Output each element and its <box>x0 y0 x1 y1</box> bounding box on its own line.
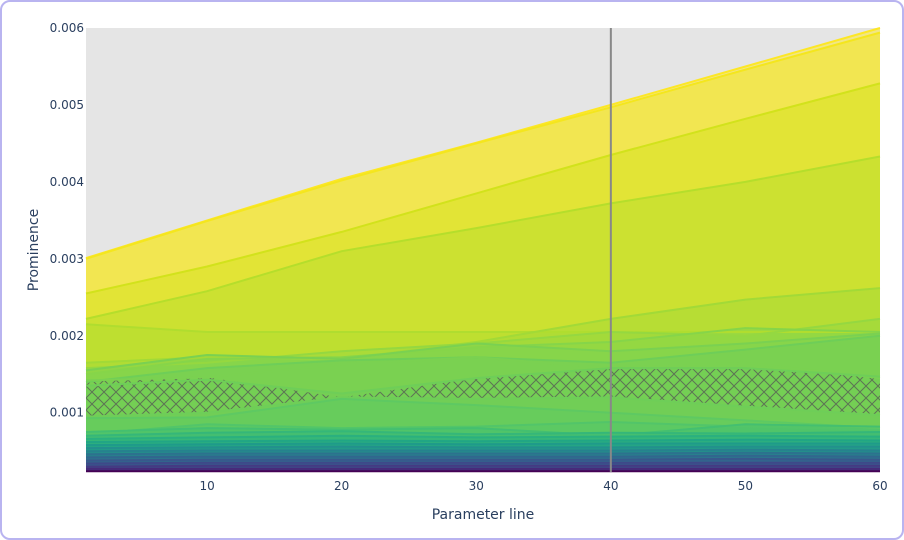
series-line-21 <box>85 445 880 450</box>
x-axis-title: Parameter line <box>432 507 535 523</box>
series-line-24 <box>85 454 881 459</box>
y-tick-label-0.001: 0.001 <box>50 406 84 420</box>
series-line-13 <box>85 396 881 418</box>
hatched-bands <box>86 368 880 417</box>
series-line-14 <box>85 397 881 430</box>
x-tick-label-60: 60 <box>872 479 887 493</box>
x-tick-label-10: 10 <box>199 479 214 493</box>
series-line-11 <box>85 356 881 382</box>
series-line-20 <box>85 442 880 447</box>
y-axis-ticks: 0.001 0.002 0.003 0.004 0.005 0.006 <box>50 21 84 420</box>
y-tick-label-0.004: 0.004 <box>50 175 84 189</box>
series-line-22 <box>85 448 881 453</box>
series-line-27 <box>85 464 880 468</box>
series-line-2 <box>85 31 881 260</box>
y-tick-label-0.005: 0.005 <box>50 98 84 112</box>
series-line-6 <box>85 287 881 364</box>
series-line-9 <box>85 332 881 372</box>
y-tick-label-0.006: 0.006 <box>50 21 84 35</box>
series-line-19 <box>85 438 881 443</box>
series-line-15 <box>85 420 881 436</box>
series-line-18 <box>85 434 881 440</box>
x-tick-label-50: 50 <box>738 479 753 493</box>
series-line-17 <box>85 430 881 437</box>
x-tick-label-30: 30 <box>469 479 484 493</box>
series-line-3 <box>85 82 881 295</box>
series-line-5 <box>85 323 880 333</box>
series-line-4 <box>85 155 881 320</box>
hatched-band-1 <box>86 368 880 417</box>
y-tick-label-0.003: 0.003 <box>50 252 84 266</box>
series-line-8 <box>85 327 881 376</box>
series-line-26 <box>85 461 880 465</box>
series-line-16 <box>85 423 881 437</box>
series-lines <box>85 27 881 473</box>
x-axis-ticks: 10 20 30 40 50 60 <box>199 479 887 493</box>
series-line-23 <box>85 451 881 456</box>
x-tick-label-20: 20 <box>334 479 349 493</box>
y-tick-label-0.002: 0.002 <box>50 329 84 343</box>
y-axis-title: Prominence <box>26 209 42 291</box>
series-line-12 <box>85 367 881 395</box>
x-tick-label-40: 40 <box>603 479 618 493</box>
series-line-25 <box>85 457 881 462</box>
